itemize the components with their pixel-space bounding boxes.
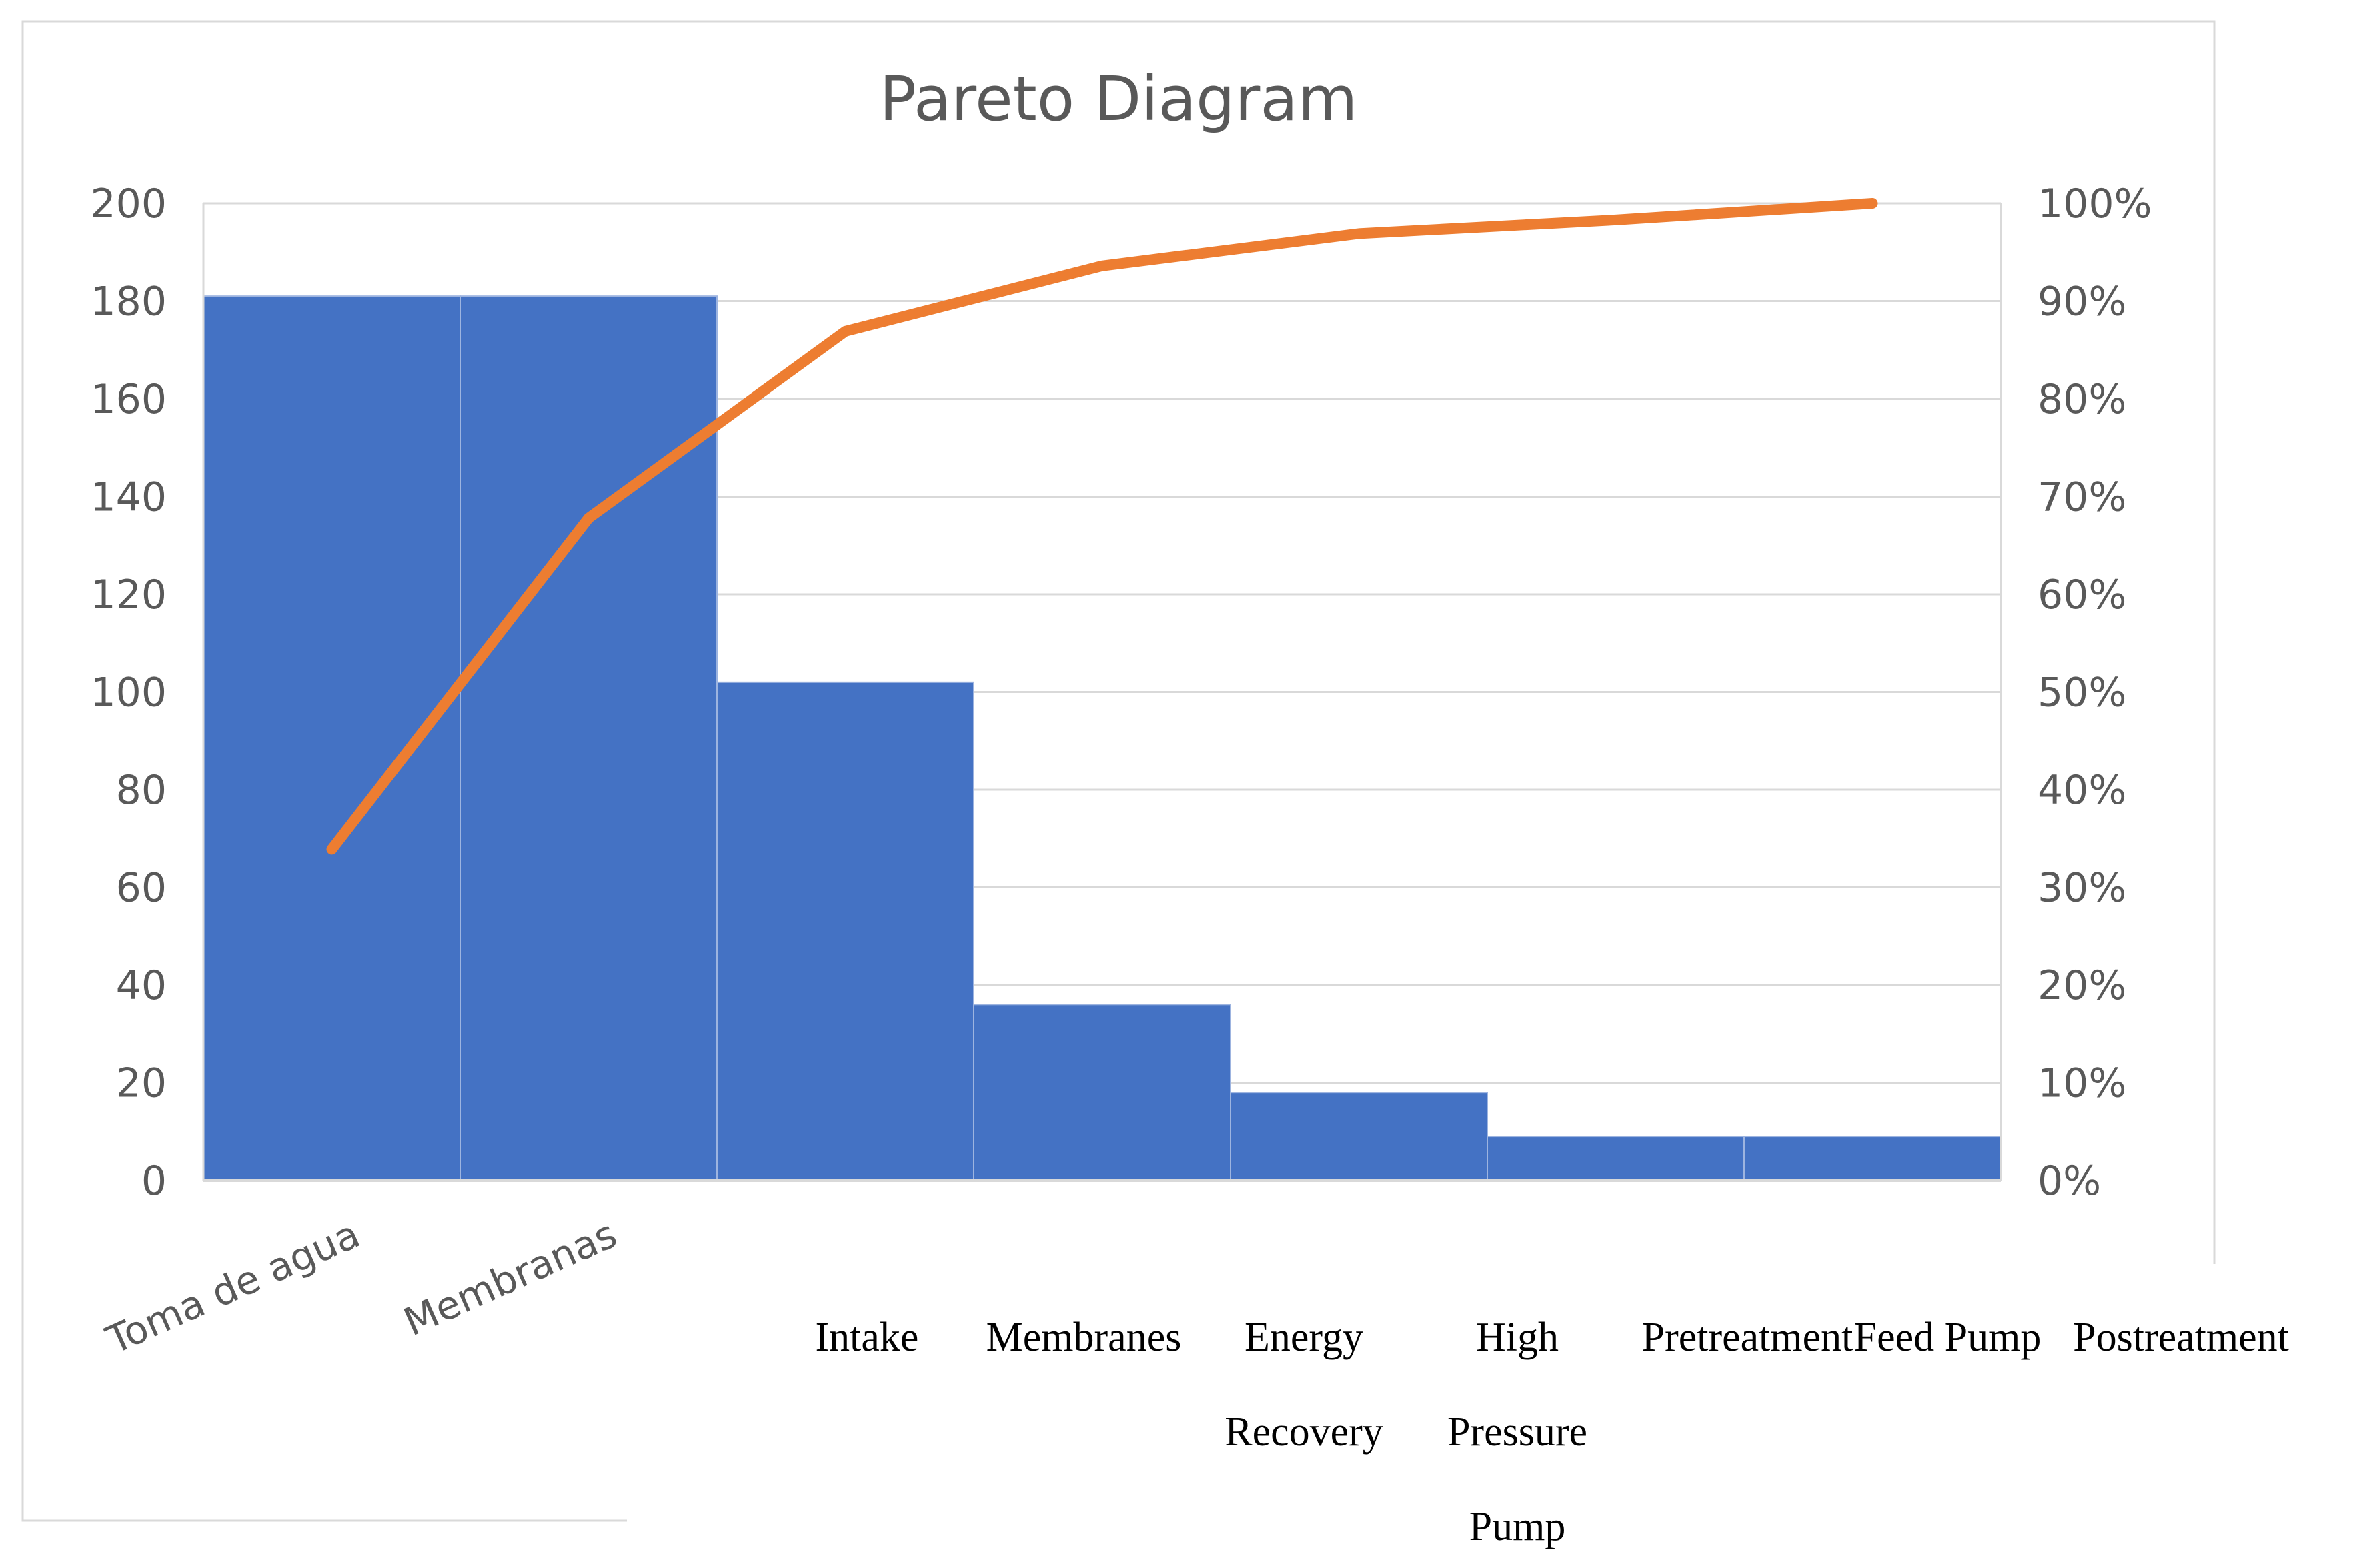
translated-category-label: Recovery	[1225, 1409, 1383, 1455]
y-tick-label: 0	[141, 1158, 167, 1205]
y2-tick-label: 0%	[2038, 1158, 2101, 1205]
overlay-panel	[627, 1264, 2365, 1568]
y2-tick-label: 100%	[2038, 181, 2152, 227]
chart-title: Pareto Diagram	[880, 63, 1358, 135]
bar	[716, 681, 974, 1181]
translated-category-label: Pretreatment	[1642, 1315, 1853, 1360]
y-tick-label: 40	[116, 962, 167, 1009]
translated-category-labels: Intake Membranes Energy Recovery High Pressur…	[816, 1315, 2289, 1549]
y-tick-label: 80	[116, 767, 167, 814]
y2-tick-label: 50%	[2038, 670, 2126, 716]
y2-tick-label: 70%	[2038, 474, 2126, 521]
y2-tick-label: 20%	[2038, 962, 2126, 1009]
bar	[1743, 1136, 2002, 1181]
axes	[202, 203, 2002, 1182]
y-tick-label: 160	[90, 376, 167, 423]
y-tick-label: 120	[90, 572, 167, 618]
y-tick-label: 200	[90, 181, 167, 227]
bar	[1487, 1136, 1745, 1181]
bar	[973, 1004, 1231, 1182]
translated-category-label: Energy	[1245, 1315, 1363, 1360]
y-axis-tick-labels: 0 20 40 60 80 100 120 140 160 180 200	[90, 181, 167, 1205]
translated-category-label: Pressure	[1447, 1409, 1587, 1455]
translated-category-label: High	[1476, 1315, 1559, 1360]
y2-tick-label: 90%	[2038, 279, 2126, 325]
y-tick-label: 100	[90, 670, 167, 716]
translated-category-label: Pump	[1469, 1504, 1566, 1549]
translated-category-label: Membranes	[986, 1315, 1182, 1360]
y2-axis-tick-labels: 0% 10% 20% 30% 40% 50% 60% 70% 80% 90% 100%	[2038, 181, 2152, 1205]
cumulative-line-series	[326, 198, 1878, 855]
translated-category-label: Feed Pump	[1854, 1315, 2042, 1360]
y2-tick-label: 30%	[2038, 865, 2126, 912]
bar	[1230, 1092, 1488, 1182]
y2-tick-label: 80%	[2038, 376, 2126, 423]
y-tick-label: 180	[90, 279, 167, 325]
bar	[460, 295, 718, 1181]
cumulative-line	[326, 198, 1878, 855]
y-tick-label: 60	[116, 865, 167, 912]
y-tick-label: 20	[116, 1060, 167, 1107]
y-tick-label: 140	[90, 474, 167, 521]
translated-category-label: Postreatment	[2073, 1315, 2289, 1360]
y2-tick-label: 60%	[2038, 572, 2126, 618]
translated-category-label: Intake	[816, 1315, 919, 1360]
y2-tick-label: 40%	[2038, 767, 2126, 814]
y2-tick-label: 10%	[2038, 1060, 2126, 1107]
